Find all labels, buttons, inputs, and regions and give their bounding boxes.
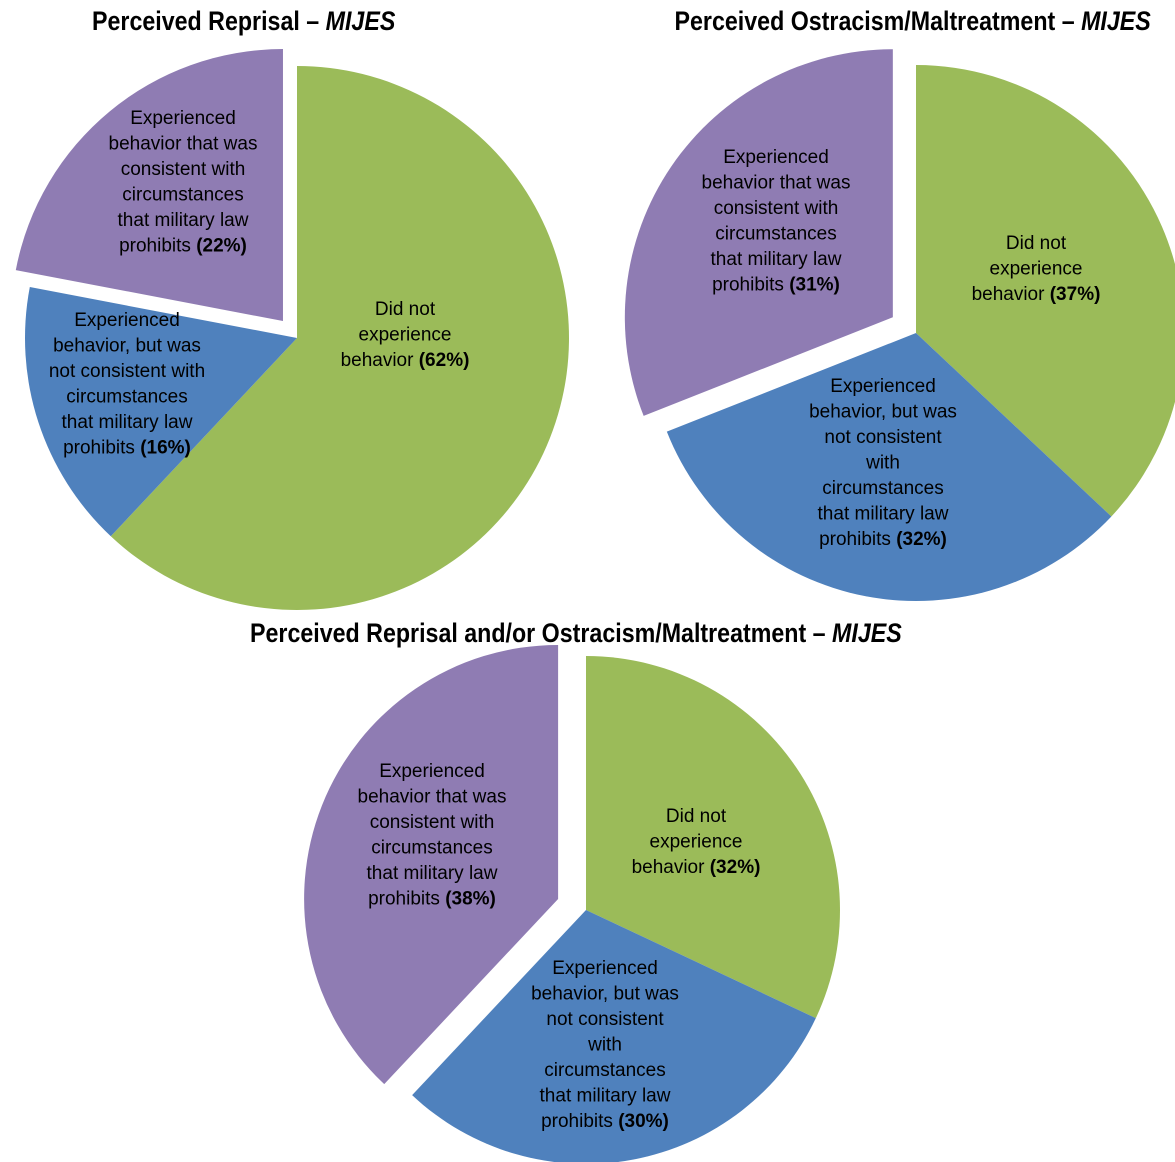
slice-percent: (38%): [445, 889, 496, 910]
slice-percent: (32%): [710, 857, 761, 878]
pie-slice-purple: [15, 49, 283, 322]
slice-label-green: Did not experience behavior (37%): [972, 233, 1101, 305]
chart-title-ostracism: Perceived Ostracism/Maltreatment – MIJES: [675, 6, 1151, 37]
slice-percent: (30%): [618, 1111, 669, 1132]
title-italic-text: MIJES: [1081, 6, 1151, 36]
slice-percent: (22%): [196, 236, 247, 257]
pie-slice-blue: [666, 333, 1112, 602]
pie-slice-green: [586, 656, 840, 1019]
pie-slice-blue: [412, 910, 816, 1162]
title-italic-text: MIJES: [325, 6, 396, 36]
slice-percent: (62%): [419, 350, 470, 371]
slice-label-purple: Experienced behavior that was consistent w…: [358, 761, 507, 910]
slice-label-blue: Experienced behavior, but was not consiste…: [809, 376, 957, 550]
title-text: Perceived Reprisal –: [92, 6, 326, 36]
pie-slice-green: [916, 65, 1175, 517]
slice-percent: (37%): [1050, 284, 1101, 305]
slice-percent: (32%): [896, 529, 947, 550]
slice-label-green: Did not experience behavior (32%): [632, 806, 761, 878]
chart-title-combined: Perceived Reprisal and/or Ostracism/Malt…: [250, 618, 902, 649]
slice-label-purple: Experienced behavior that was consistent w…: [702, 147, 851, 296]
slice-label-blue: Experienced behavior, but was not consiste…: [49, 310, 205, 459]
slice-percent: (16%): [140, 438, 191, 459]
pie-slice-green: [110, 66, 569, 610]
pie-slice-purple: [624, 49, 893, 416]
slice-label-blue: Experienced behavior, but was not consiste…: [531, 958, 679, 1132]
slice-label-green: Did not experience behavior (62%): [341, 299, 470, 371]
chart-title-reprisal: Perceived Reprisal – MIJES: [92, 6, 395, 37]
slice-label-purple: Experienced behavior that was consistent w…: [109, 108, 258, 257]
title-italic-text: MIJES: [832, 618, 902, 648]
pie-slice-blue: [24, 287, 297, 537]
slice-percent: (31%): [789, 275, 840, 296]
title-text: Perceived Reprisal and/or Ostracism/Malt…: [250, 618, 833, 648]
pie-slice-purple: [304, 644, 559, 1085]
title-text: Perceived Ostracism/Maltreatment –: [674, 6, 1082, 36]
